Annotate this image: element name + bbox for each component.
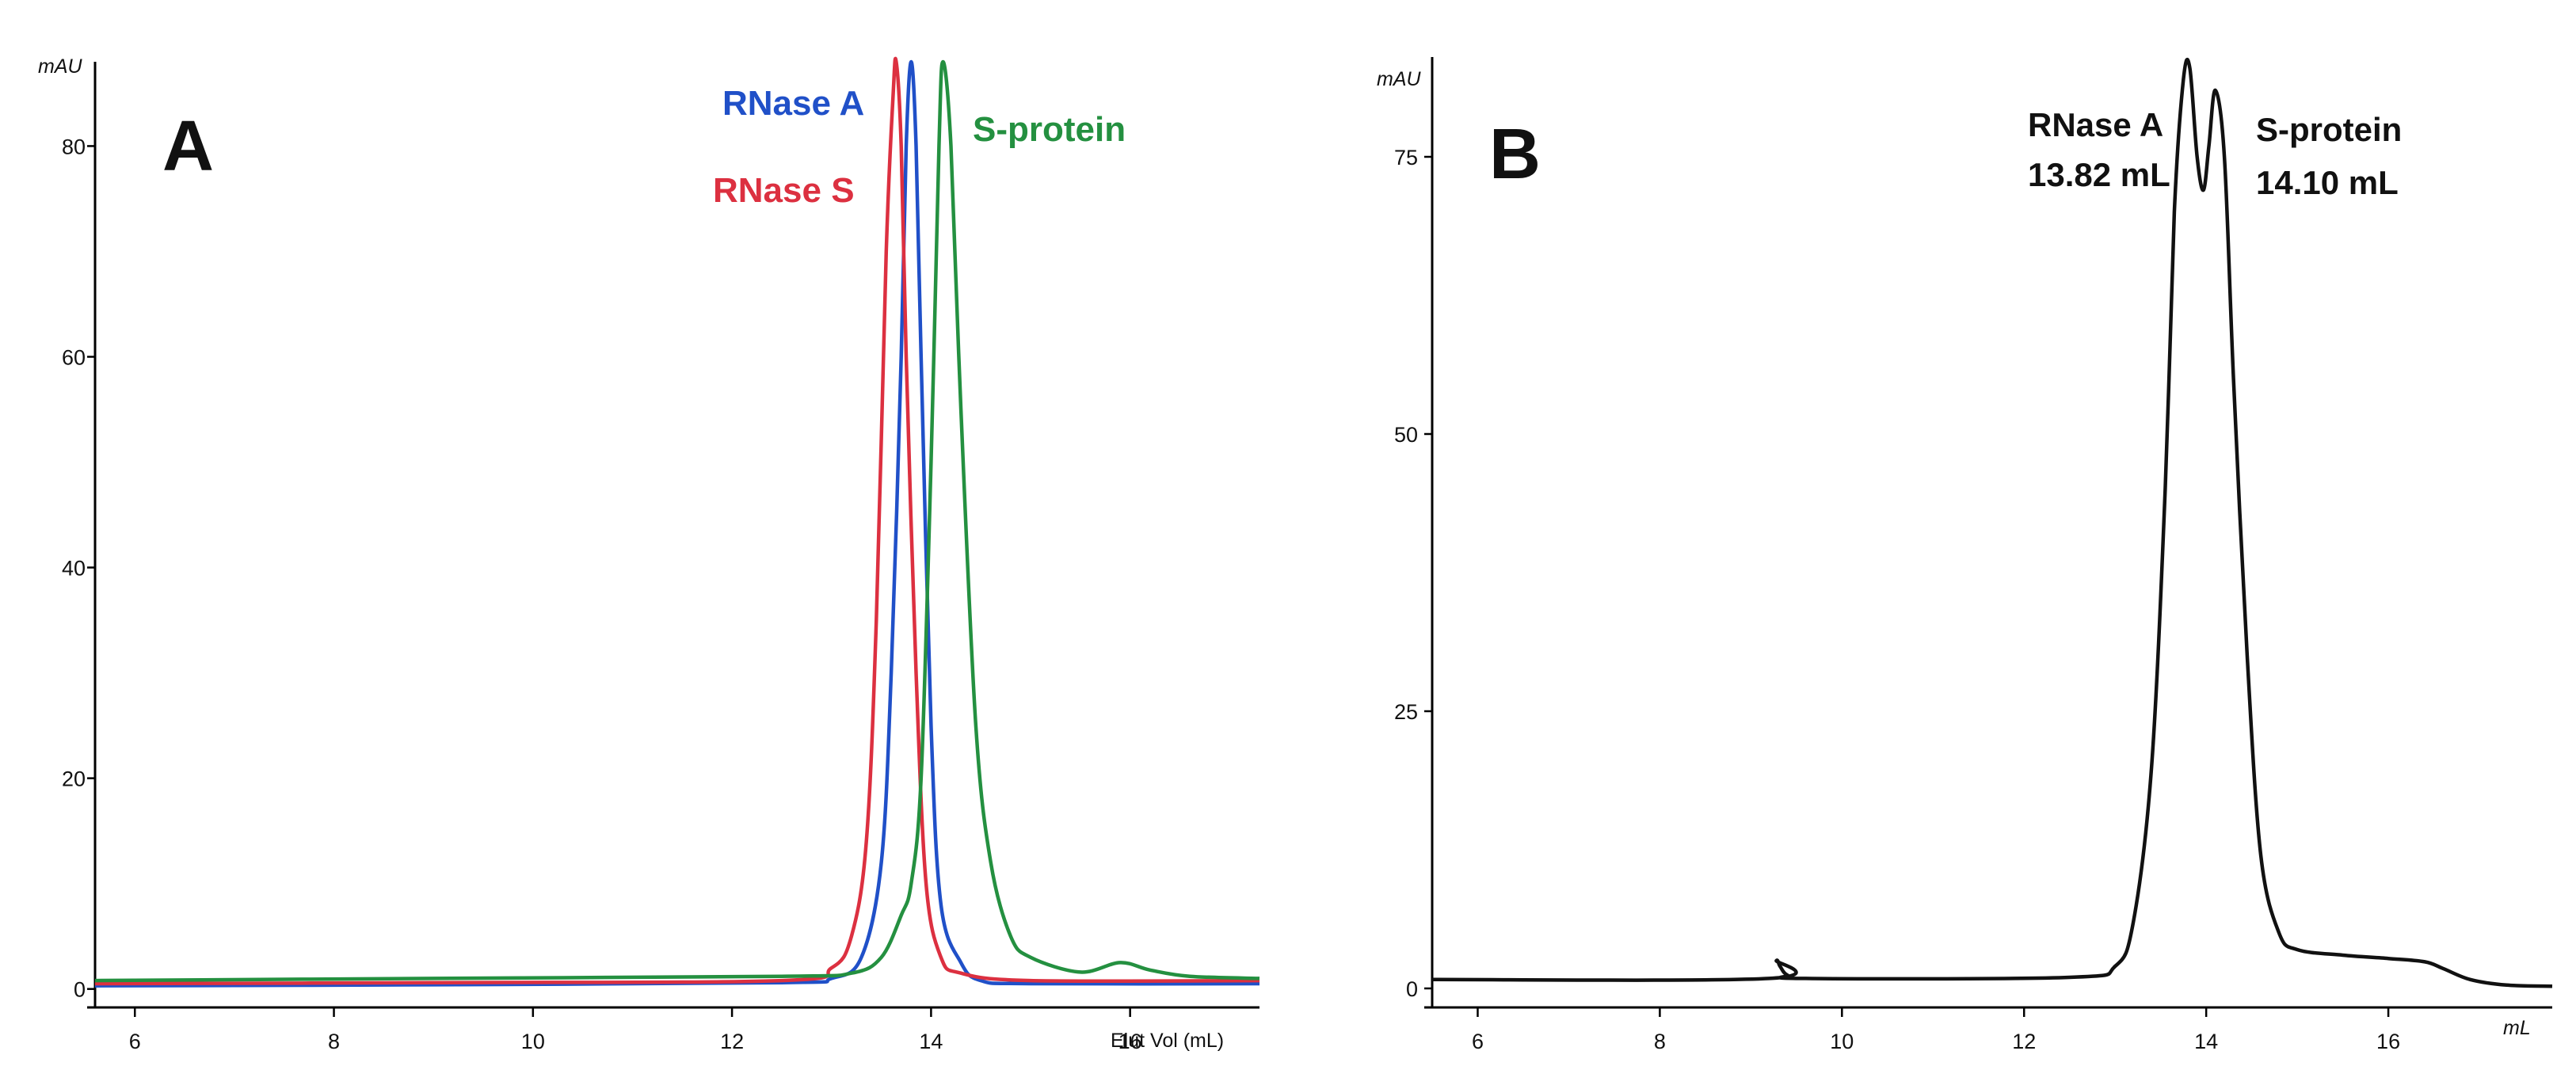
x-tick-label: 14	[919, 1030, 943, 1053]
y-tick-label: 50	[1394, 423, 1418, 447]
panel-a-x-axis-label: Elut Vol (mL)	[1111, 1030, 1224, 1052]
y-tick-label: 75	[1394, 146, 1418, 169]
x-tick-label: 6	[129, 1030, 141, 1053]
panel-b-series	[1431, 58, 2553, 988]
panel-b-axes: 6 8 10 12 14 16 0 25 50 75	[1394, 57, 2552, 1053]
x-tick-label: 8	[1654, 1030, 1666, 1053]
panel-a-y-unit: mAU	[38, 55, 83, 78]
series-line-s-protein	[94, 59, 1260, 983]
y-tick-label: 0	[74, 978, 86, 1002]
x-tick-label: 12	[2012, 1030, 2036, 1053]
x-tick-label: 10	[521, 1030, 545, 1053]
series-line-trace	[1431, 58, 2553, 988]
panel-b-annotation-rnase-a: RNase A	[2028, 106, 2163, 143]
panel-b-annotation-s-protein-volume: 14.10 mL	[2256, 164, 2399, 201]
series-line-rnase-a	[94, 59, 1260, 988]
panel-a-axes: 6 8 10 12 14 16 0 20 40 60 80	[62, 62, 1259, 1053]
panel-a-annotation-s-protein: S-protein	[973, 110, 1126, 149]
x-tick-label: 10	[1830, 1030, 1854, 1053]
x-tick-label: 16	[1118, 1030, 1142, 1053]
panel-a-annotation-rnase-a: RNase A	[722, 84, 864, 123]
series-line-rnase-s	[94, 56, 1260, 986]
y-tick-label: 60	[62, 345, 86, 369]
panel-b-x-axis-label: mL	[2503, 1017, 2531, 1039]
y-tick-label: 80	[62, 135, 86, 158]
panel-b: mAU B 6 8 10 12 14 16 0 25 50 75 mL RNase A 13.82…	[1377, 57, 2553, 1053]
x-tick-label: 6	[1472, 1030, 1484, 1053]
panel-a-series	[94, 56, 1260, 988]
x-tick-label: 12	[720, 1030, 744, 1053]
x-tick-label: 14	[2194, 1030, 2218, 1053]
panel-b-annotation-s-protein: S-protein	[2256, 111, 2402, 148]
panel-a-annotation-rnase-s: RNase S	[713, 171, 855, 210]
panel-b-y-unit: mAU	[1377, 68, 1422, 90]
panel-b-letter: B	[1489, 115, 1541, 194]
y-tick-label: 40	[62, 557, 86, 581]
y-tick-label: 25	[1394, 700, 1418, 724]
x-tick-label: 8	[328, 1030, 340, 1053]
x-tick-label: 16	[2376, 1030, 2400, 1053]
y-tick-label: 20	[62, 767, 86, 791]
panel-a-letter: A	[162, 107, 214, 186]
panel-b-annotation-rnase-a-volume: 13.82 mL	[2028, 156, 2170, 193]
y-tick-label: 0	[1406, 977, 1418, 1001]
